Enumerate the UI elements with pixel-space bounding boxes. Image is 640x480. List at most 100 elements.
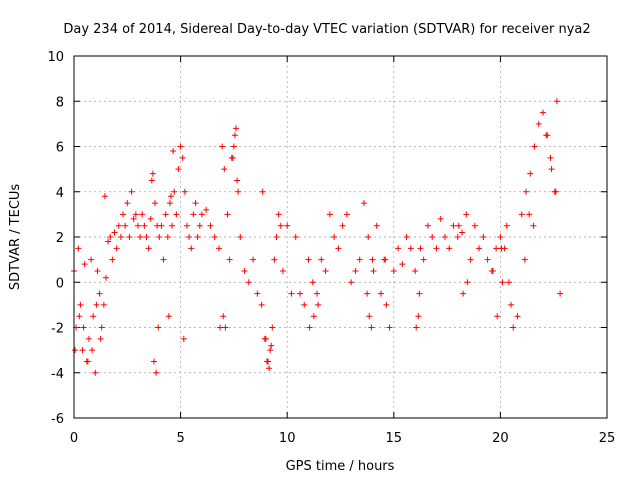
data-point [494, 313, 501, 320]
data-point [476, 245, 483, 252]
data-point [143, 234, 150, 240]
data-point [152, 200, 159, 207]
data-point [484, 256, 491, 263]
data-point [369, 256, 376, 263]
data-point [220, 313, 227, 320]
data-point [258, 301, 265, 308]
data-point [508, 301, 515, 308]
data-point [219, 143, 226, 150]
y-tick-label: -2 [51, 322, 64, 337]
data-point [360, 200, 367, 207]
data-point [139, 211, 146, 218]
data-point [339, 222, 346, 229]
data-point [109, 256, 116, 263]
data-point [460, 290, 467, 297]
data-point [181, 188, 188, 195]
data-point [261, 335, 268, 342]
data-point [192, 200, 199, 207]
data-points [71, 98, 564, 376]
data-point [416, 290, 423, 297]
data-point [76, 313, 83, 320]
data-point [198, 211, 205, 218]
data-point [407, 245, 414, 252]
data-point [233, 125, 240, 132]
data-point [126, 234, 133, 240]
data-point [446, 245, 453, 252]
data-point [318, 256, 325, 263]
data-point [433, 245, 440, 252]
data-point [179, 154, 186, 161]
data-point [263, 358, 270, 365]
data-point [96, 290, 103, 297]
plot-frame [73, 55, 608, 419]
data-point [381, 256, 388, 263]
data-point [399, 261, 406, 268]
data-point [464, 279, 471, 286]
data-point [521, 256, 528, 263]
x-tick-label: 25 [599, 431, 616, 446]
data-point [343, 211, 350, 218]
y-tick-label: 10 [47, 50, 64, 65]
data-point [196, 222, 203, 229]
data-point [273, 234, 280, 240]
x-tick-label: 5 [176, 431, 184, 446]
data-point [180, 335, 187, 342]
data-point [107, 234, 114, 240]
data-point [203, 206, 210, 213]
data-point [543, 132, 550, 139]
data-point [366, 313, 373, 320]
data-point [557, 290, 564, 297]
x-tick-label: 15 [386, 431, 403, 446]
data-point [141, 222, 148, 229]
data-point [149, 170, 156, 177]
axes: 0 5 10 15 20 25 -6 -4 -2 0 2 4 6 8 10 [47, 50, 615, 446]
data-point [148, 177, 155, 184]
data-point [168, 193, 175, 200]
data-point [548, 166, 555, 173]
data-point [80, 324, 87, 331]
y-tick-label: 0 [56, 276, 64, 291]
data-point [97, 335, 104, 342]
y-tick-label: -4 [51, 367, 64, 382]
data-point [292, 234, 299, 240]
data-point [171, 188, 178, 195]
data-point [386, 324, 393, 331]
data-point [81, 261, 88, 268]
data-point [72, 347, 79, 354]
data-point [499, 279, 506, 286]
y-tick-label: 2 [56, 231, 64, 246]
data-point [128, 188, 135, 195]
data-point [150, 358, 157, 365]
data-point [497, 234, 504, 240]
data-point [211, 234, 218, 240]
data-point [450, 222, 457, 229]
data-point [424, 222, 431, 229]
data-point [503, 222, 510, 229]
data-point [531, 143, 538, 150]
data-point [268, 342, 275, 349]
data-point [326, 211, 333, 218]
data-point [437, 215, 444, 222]
data-point [77, 301, 84, 308]
data-point [306, 324, 313, 331]
data-point [145, 245, 152, 252]
data-point [92, 369, 99, 376]
data-point [518, 211, 525, 218]
data-point [120, 211, 127, 218]
data-point [84, 358, 91, 365]
data-point [315, 301, 322, 308]
data-point [301, 301, 308, 308]
data-point [215, 245, 222, 252]
data-point [352, 267, 359, 274]
data-point [348, 279, 355, 286]
data-point [134, 222, 141, 229]
data-point [241, 267, 248, 274]
data-point [158, 222, 165, 229]
data-point [505, 279, 512, 286]
data-point [510, 324, 517, 331]
data-point [79, 347, 86, 354]
data-point [183, 222, 190, 229]
data-point [551, 188, 558, 195]
y-tick-label: 8 [56, 95, 64, 110]
